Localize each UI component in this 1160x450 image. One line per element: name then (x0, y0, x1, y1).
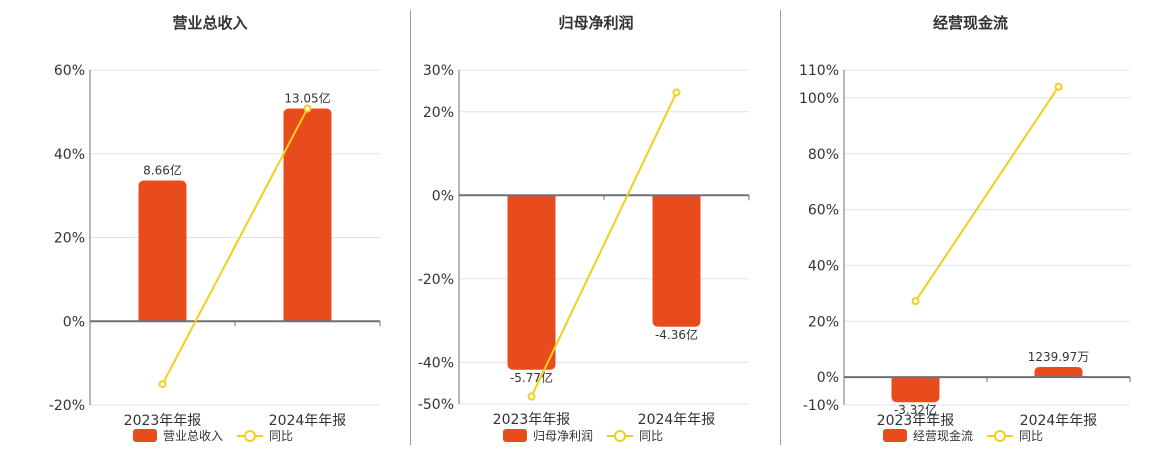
chart-title: 营业总收入 (172, 14, 248, 32)
y-tick-label: -20% (49, 398, 85, 414)
bar[interactable] (652, 195, 701, 327)
chart-legend: 营业总收入 同比 (133, 427, 293, 444)
yoy-point[interactable] (158, 380, 167, 389)
y-tick-label: -50% (418, 397, 454, 413)
y-tick-label: 20% (54, 231, 85, 247)
net-profit-chart-panel: 归母净利润 30% 20% 0% -20% -40% -50% -5.77亿 -4.36亿 20… (411, 0, 781, 450)
panel-divider (780, 10, 781, 445)
bar[interactable] (891, 377, 940, 403)
revenue-chart: 60% 40% 20% 0% -20% 8.66亿 13.05亿 2023年年报 2024年年报 (49, 63, 381, 429)
bar-value-label: -3.32亿 (894, 402, 937, 417)
line-circle-icon (987, 429, 1014, 442)
bar-value-label: 8.66亿 (143, 163, 182, 178)
y-tick-label: 0% (432, 188, 454, 204)
legend-item-bar[interactable]: 归母净利润 (503, 427, 593, 444)
y-tick-label: 40% (808, 258, 839, 274)
legend-bar-label: 归母净利润 (533, 429, 594, 443)
legend-item-yoy[interactable]: 同比 (599, 427, 663, 444)
legend-item-yoy[interactable]: 同比 (979, 427, 1043, 444)
bar-swatch-icon (133, 429, 157, 442)
bar[interactable] (138, 180, 187, 322)
bar-swatch-icon (503, 429, 527, 442)
bar-swatch-icon (883, 429, 907, 442)
x-category-label: 2023年年报 (877, 413, 955, 429)
yoy-point[interactable] (1054, 82, 1063, 91)
legend-line-label: 同比 (1019, 429, 1044, 443)
legend-item-bar[interactable]: 营业总收入 (133, 427, 223, 444)
y-tick-label: 20% (808, 314, 839, 330)
chart-title: 归母净利润 (558, 14, 634, 32)
yoy-point[interactable] (527, 392, 536, 401)
cash-flow-chart: 110% 100% 80% 60% 40% 20% 0% -10% -3.32亿 1239.97万… (799, 63, 1131, 429)
bar[interactable] (1034, 367, 1083, 378)
y-tick-label: 60% (808, 203, 839, 219)
line-circle-icon (607, 429, 634, 442)
legend-item-yoy[interactable]: 同比 (229, 427, 293, 444)
chart-legend: 经营现金流 同比 (883, 427, 1043, 444)
x-category-label: 2023年年报 (124, 413, 202, 429)
y-tick-label: 0% (817, 370, 839, 386)
y-tick-label: -40% (418, 355, 454, 371)
y-tick-label: -20% (418, 272, 454, 288)
y-tick-label: 20% (423, 105, 454, 121)
bar[interactable] (283, 108, 332, 322)
chart-title: 经营现金流 (932, 14, 1008, 32)
net-profit-chart: 30% 20% 0% -20% -40% -50% -5.77亿 -4.36亿 2023年年报 2… (418, 63, 750, 428)
yoy-point[interactable] (672, 88, 681, 97)
yoy-point[interactable] (303, 104, 312, 113)
y-tick-label: 80% (808, 147, 839, 163)
panel-divider (410, 10, 411, 445)
y-tick-label: 100% (799, 91, 839, 107)
yoy-line (530, 92, 678, 397)
x-category-label: 2024年年报 (638, 412, 716, 428)
line-circle-icon (237, 429, 264, 442)
y-tick-label: 40% (54, 147, 85, 163)
legend-item-bar[interactable]: 经营现金流 (883, 427, 973, 444)
legend-line-label: 同比 (269, 429, 294, 443)
bar-value-label: -4.36亿 (655, 327, 698, 342)
cash-flow-chart-panel: 经营现金流 110% 100% 80% 60% 40% 20% 0% -10% -3.32亿 12… (781, 0, 1160, 450)
x-category-label: 2024年年报 (1020, 413, 1098, 429)
bar-value-label: -5.77亿 (510, 370, 553, 385)
yoy-line (161, 108, 309, 385)
yoy-line (914, 86, 1060, 302)
y-tick-label: -10% (803, 398, 839, 414)
y-tick-label: 60% (54, 63, 85, 79)
legend-bar-label: 营业总收入 (163, 429, 224, 443)
y-tick-label: 30% (423, 63, 454, 79)
bar[interactable] (507, 195, 556, 370)
bar-value-label: 13.05亿 (284, 91, 330, 106)
y-tick-label: 0% (63, 314, 85, 330)
yoy-point[interactable] (911, 297, 920, 306)
legend-line-label: 同比 (639, 429, 664, 443)
chart-legend: 归母净利润 同比 (503, 427, 663, 444)
legend-bar-label: 经营现金流 (913, 429, 974, 443)
bar-value-label: 1239.97万 (1028, 350, 1090, 364)
x-category-label: 2023年年报 (493, 412, 571, 428)
x-category-label: 2024年年报 (269, 413, 347, 429)
revenue-chart-panel: 营业总收入 60% 40% 20% 0% -20% 8.66亿 13.05亿 2023年年报 2… (0, 0, 410, 450)
y-tick-label: 110% (799, 63, 839, 79)
